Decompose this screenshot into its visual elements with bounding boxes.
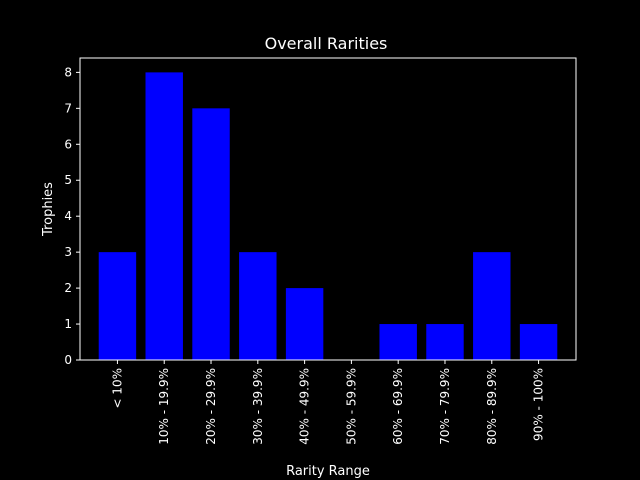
- x-tick-label: 40% - 49.9%: [298, 368, 312, 445]
- bars-group: [98, 72, 558, 360]
- y-tick-label: 4: [64, 209, 72, 223]
- y-tick-label: 1: [64, 317, 72, 331]
- x-tick-label: 10% - 19.9%: [157, 368, 171, 445]
- y-tick-label: 8: [64, 65, 72, 79]
- bar: [473, 252, 511, 360]
- bar: [285, 288, 324, 360]
- bar: [426, 324, 464, 360]
- y-axis-ticks: 0 1 2 3 4 5 6 7 8: [64, 65, 80, 367]
- y-tick-label: 0: [64, 353, 72, 367]
- chart-title: Overall Rarities: [265, 34, 388, 53]
- plot-frame: [79, 57, 577, 361]
- bar: [239, 252, 277, 360]
- x-tick-label: 20% - 29.9%: [204, 368, 218, 445]
- x-tick-label: < 10%: [110, 368, 124, 409]
- bar: [98, 252, 137, 360]
- x-tick-label: 80% - 89.9%: [485, 368, 499, 445]
- bar: [192, 108, 230, 360]
- x-tick-label: 70% - 79.9%: [438, 368, 452, 445]
- y-tick-label: 6: [64, 137, 72, 151]
- x-axis-label: Rarity Range: [286, 464, 370, 479]
- y-axis-label: Trophies: [41, 182, 56, 237]
- y-tick-label: 2: [64, 281, 72, 295]
- x-tick-label: 30% - 39.9%: [251, 368, 265, 445]
- bar: [379, 324, 417, 360]
- y-tick-label: 7: [64, 101, 72, 115]
- x-axis-ticks: < 10% 10% - 19.9% 20% - 29.9% 30% - 39.9% 40…: [110, 360, 546, 445]
- bar: [519, 324, 558, 360]
- y-tick-label: 5: [64, 173, 72, 187]
- x-tick-label: 60% - 69.9%: [391, 368, 405, 445]
- y-tick-label: 3: [64, 245, 72, 259]
- x-tick-label: 90% - 100%: [532, 368, 546, 441]
- x-tick-label: 50% - 59.9%: [344, 368, 358, 445]
- bar: [145, 72, 183, 360]
